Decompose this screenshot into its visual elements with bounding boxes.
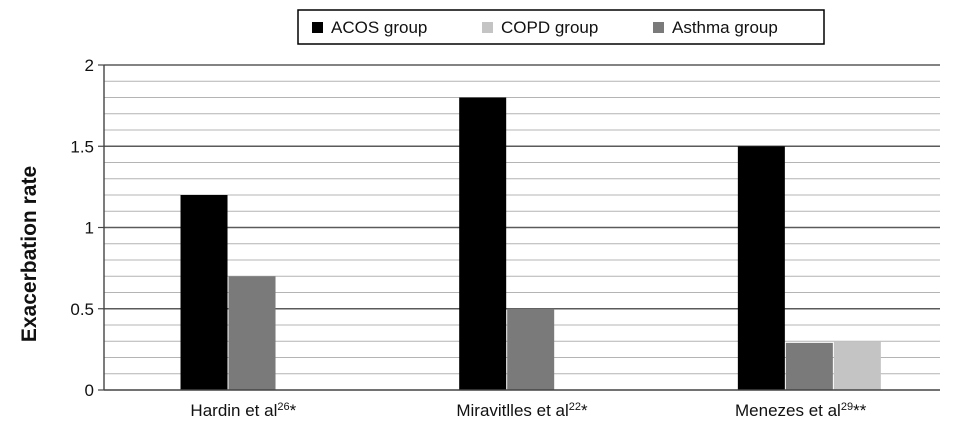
x-category-labels: Hardin et al26* Miravitlles et al22* Menez…	[190, 401, 866, 420]
y-tick-labels: 0 0.5 1 1.5 2	[70, 56, 104, 400]
legend: ACOS group COPD group Asthma group	[297, 9, 825, 45]
legend-swatch	[482, 22, 493, 33]
y-tick-label: 1.5	[70, 137, 94, 156]
bar-copd-group-3	[833, 341, 881, 390]
x-category-label: Miravitlles et al22*	[456, 401, 588, 420]
y-axis-label: Exacerbation rate	[18, 166, 41, 342]
bar-asthma-group-2	[507, 308, 555, 390]
x-category-label: Hardin et al26*	[190, 401, 296, 420]
y-tick-label: 0.5	[70, 300, 94, 319]
bar-asthma-group-1	[228, 276, 276, 390]
legend-label: ACOS group	[331, 18, 427, 37]
legend-label: Asthma group	[672, 18, 778, 37]
legend-swatch	[312, 22, 323, 33]
bar-acos-group-1	[180, 195, 228, 390]
bar-acos-group-2	[459, 97, 507, 390]
legend-swatch	[653, 22, 664, 33]
legend-box	[297, 9, 825, 45]
x-category-label: Menezes et al29**	[735, 401, 867, 420]
bar-acos-group-3	[737, 146, 785, 390]
bar-asthma-group-3	[785, 342, 833, 390]
y-tick-label: 1	[85, 219, 94, 238]
y-tick-label: 2	[85, 56, 94, 75]
bars	[180, 97, 881, 390]
y-tick-label: 0	[85, 381, 94, 400]
legend-label: COPD group	[501, 18, 598, 37]
